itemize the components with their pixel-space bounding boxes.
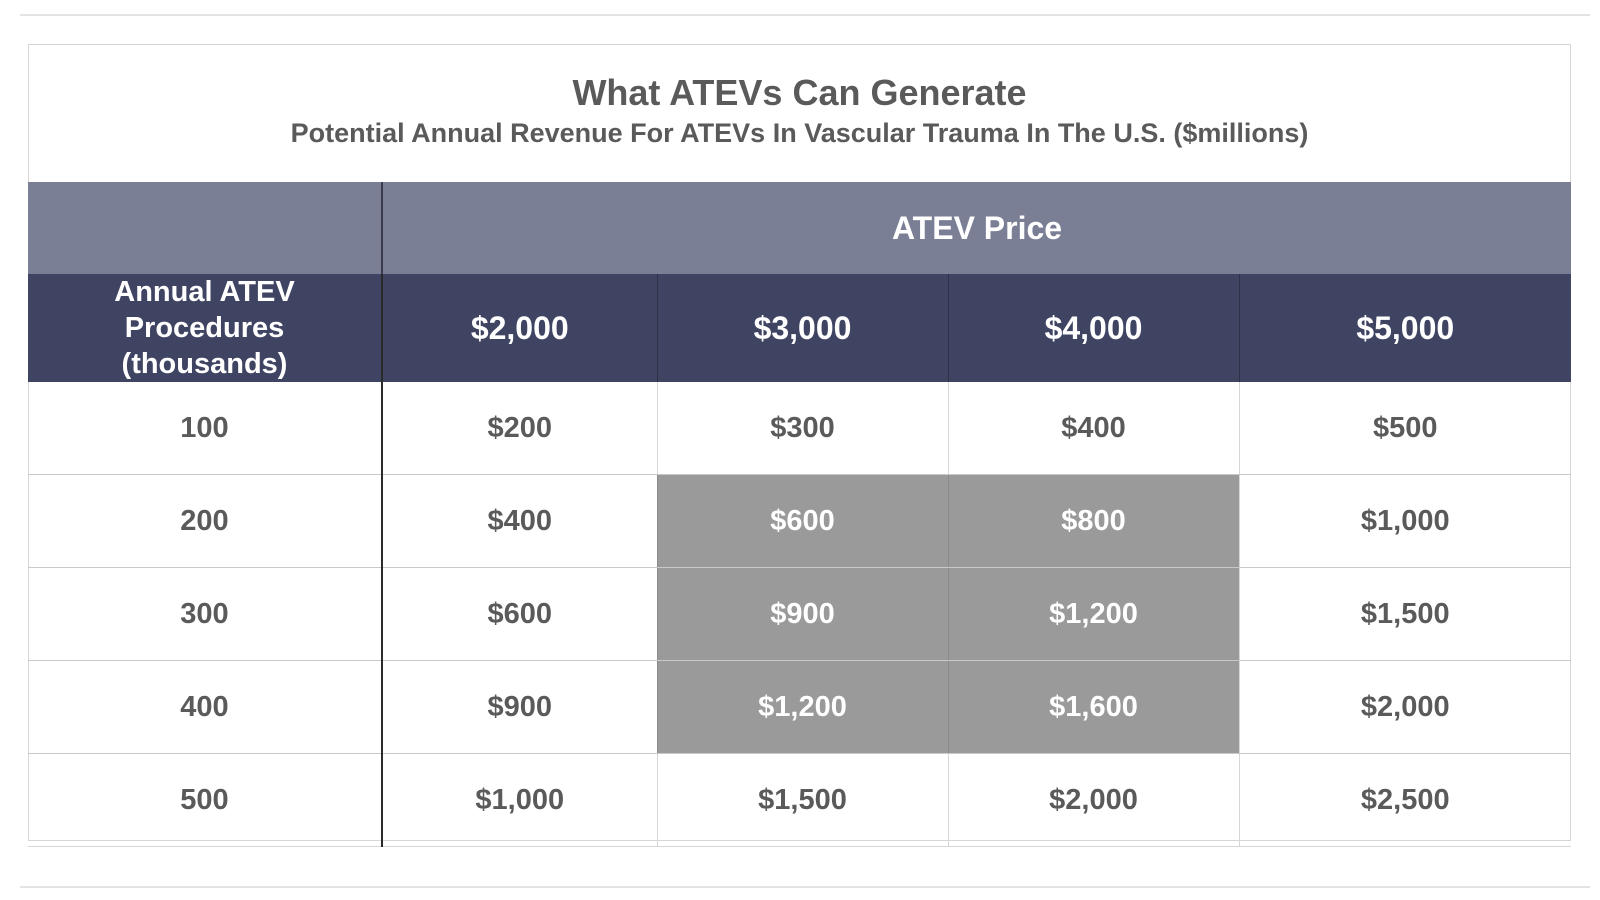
chart-title: What ATEVs Can Generate [572, 72, 1027, 113]
revenue-cell: $1,500 [656, 753, 948, 847]
table-row: 300 $600 $900 $1,200 $1,500 [28, 567, 1572, 661]
revenue-cell: $1,500 [1238, 567, 1572, 661]
revenue-cell: $300 [656, 382, 948, 475]
row-header-line: (thousands) [121, 348, 288, 380]
price-column-header: $2,000 [381, 274, 657, 382]
revenue-cell: $2,000 [1238, 660, 1572, 754]
revenue-cell: $1,600 [947, 660, 1239, 754]
price-group-label: ATEV Price [382, 182, 1572, 274]
revenue-table: ATEV Price Annual ATEV Procedures (thous… [28, 182, 1572, 847]
corner-cell [28, 182, 383, 274]
procedures-label: 100 [28, 382, 383, 475]
procedures-label: 300 [28, 567, 383, 661]
revenue-cell: $800 [947, 474, 1239, 568]
procedures-label: 400 [28, 660, 383, 754]
chart-subtitle: Potential Annual Revenue For ATEVs In Va… [290, 118, 1309, 148]
row-header-line: Annual ATEV [114, 276, 295, 308]
revenue-cell: $1,200 [947, 567, 1239, 661]
revenue-cell: $500 [1238, 382, 1572, 475]
top-divider [20, 14, 1590, 16]
revenue-cell: $1,000 [1238, 474, 1572, 568]
price-column-header: $5,000 [1238, 274, 1572, 382]
procedures-label: 200 [28, 474, 383, 568]
revenue-cell: $200 [381, 382, 657, 475]
revenue-cell: $900 [656, 567, 948, 661]
revenue-cell: $1,000 [381, 753, 657, 847]
table-row: 200 $400 $600 $800 $1,000 [28, 474, 1572, 568]
revenue-cell: $600 [656, 474, 948, 568]
revenue-cell: $900 [381, 660, 657, 754]
bottom-divider [20, 886, 1590, 888]
row-header-line: Procedures [124, 312, 285, 344]
revenue-cell: $400 [947, 382, 1239, 475]
revenue-cell: $2,500 [1238, 753, 1572, 847]
table-row: 500 $1,000 $1,500 $2,000 $2,500 [28, 753, 1572, 847]
revenue-cell: $600 [381, 567, 657, 661]
procedures-label: 500 [28, 753, 383, 847]
price-column-header: $4,000 [947, 274, 1239, 382]
table-row: 400 $900 $1,200 $1,600 $2,000 [28, 660, 1572, 754]
price-group-row: ATEV Price [28, 182, 1572, 274]
revenue-cell: $400 [381, 474, 657, 568]
price-column-header: $3,000 [656, 274, 948, 382]
table-row: 100 $200 $300 $400 $500 [28, 382, 1572, 475]
column-header-row: Annual ATEV Procedures (thousands) $2,00… [28, 274, 1572, 382]
revenue-cell: $1,200 [656, 660, 948, 754]
revenue-cell: $2,000 [947, 753, 1239, 847]
table-body: 100 $200 $300 $400 $500 200 $400 $600 $800 $1,000… [28, 382, 1572, 847]
row-header: Annual ATEV Procedures (thousands) [28, 274, 383, 382]
